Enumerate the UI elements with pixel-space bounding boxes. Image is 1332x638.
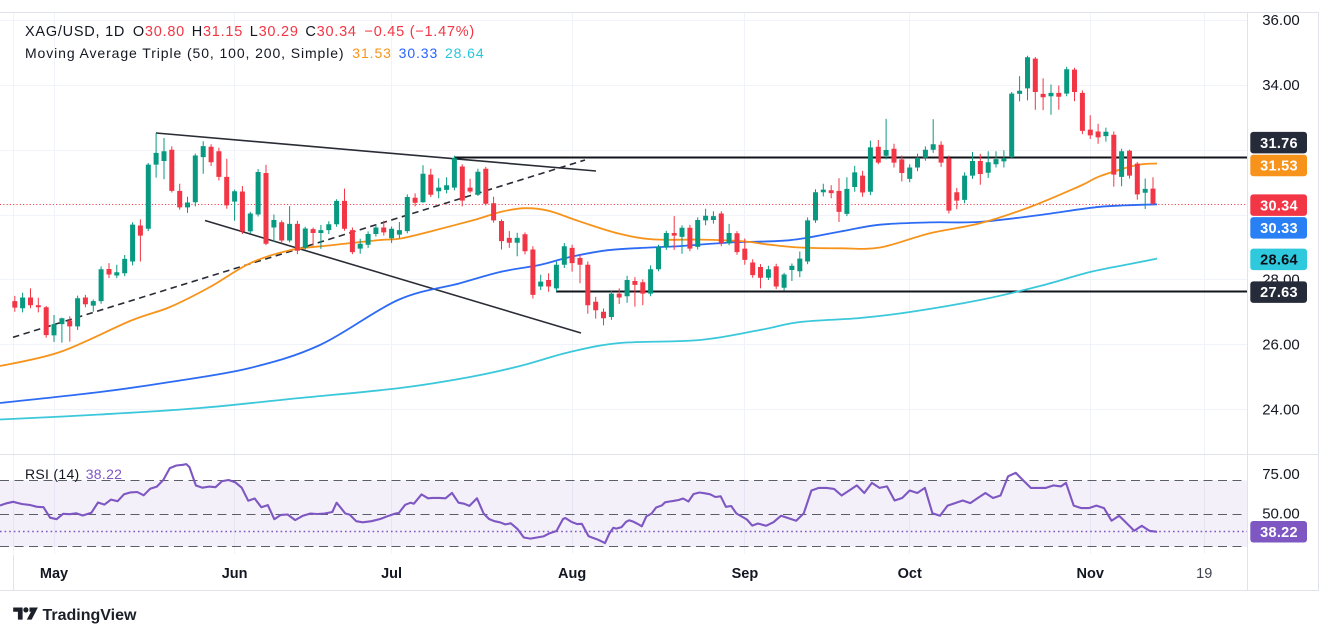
- svg-text:19: 19: [1196, 566, 1212, 582]
- svg-text:Nov: Nov: [1076, 566, 1103, 582]
- svg-text:May: May: [40, 566, 68, 582]
- svg-text:24.00: 24.00: [1262, 401, 1300, 418]
- svg-text:34.00: 34.00: [1262, 77, 1300, 94]
- svg-text:30.34: 30.34: [1260, 198, 1298, 214]
- svg-text:Aug: Aug: [558, 566, 586, 582]
- svg-text:27.63: 27.63: [1260, 285, 1298, 301]
- svg-text:38.22: 38.22: [1260, 525, 1298, 541]
- svg-text:Oct: Oct: [898, 566, 922, 582]
- svg-text:RSI (14) 38.22: RSI (14) 38.22: [25, 466, 122, 482]
- svg-text:Sep: Sep: [732, 566, 759, 582]
- svg-text:XAG/USD, 1D O30.80 H31.15 L30.: XAG/USD, 1D O30.80 H31.15 L30.29 C30.34 …: [25, 24, 475, 40]
- svg-text:26.00: 26.00: [1262, 337, 1300, 354]
- svg-text:28.64: 28.64: [1260, 252, 1298, 268]
- svg-text:Moving Average Triple (50, 100: Moving Average Triple (50, 100, 200, Sim…: [25, 45, 485, 61]
- svg-text:Jul: Jul: [381, 566, 402, 582]
- svg-text:36.00: 36.00: [1262, 12, 1300, 29]
- svg-text:31.53: 31.53: [1260, 159, 1298, 175]
- svg-text:30.33: 30.33: [1260, 221, 1298, 237]
- svg-text:50.00: 50.00: [1262, 506, 1300, 523]
- svg-text:31.76: 31.76: [1260, 136, 1298, 152]
- svg-text:Jun: Jun: [222, 566, 248, 582]
- svg-text:75.00: 75.00: [1262, 466, 1300, 483]
- svg-text:TradingView: TradingView: [43, 607, 138, 624]
